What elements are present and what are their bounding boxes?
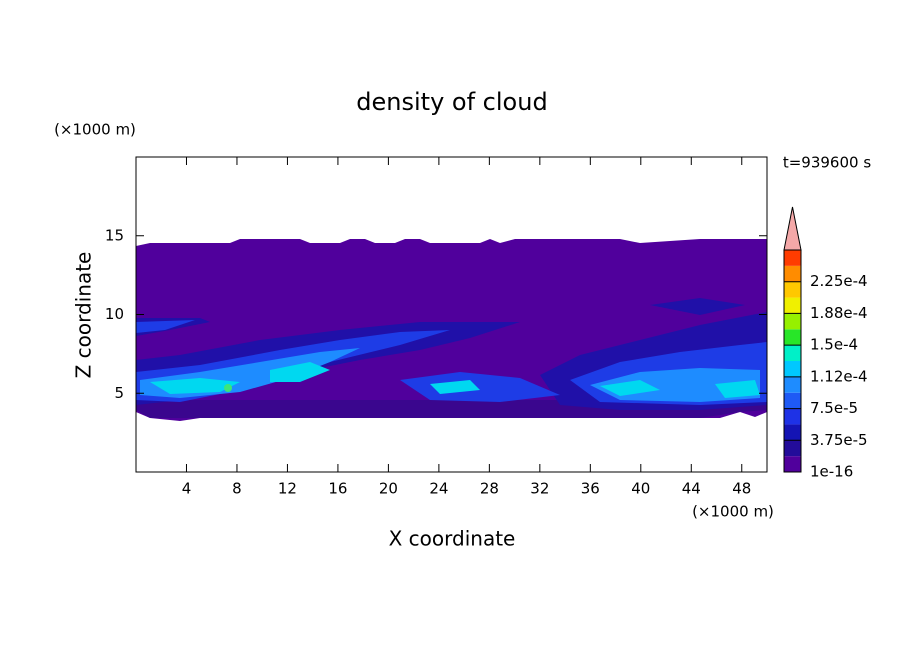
colorbar-band xyxy=(784,376,801,393)
colorbar-band xyxy=(784,440,801,457)
y-tick-label: 5 xyxy=(114,384,124,402)
y-tick-label: 10 xyxy=(105,305,124,323)
colorbar-band xyxy=(784,250,801,266)
contour-navy xyxy=(650,298,745,315)
x-tick-label: 44 xyxy=(682,480,701,498)
x-unit: (×1000 m) xyxy=(692,503,774,521)
colorbar-band xyxy=(784,297,801,314)
contour-cyan xyxy=(430,380,480,394)
contour-cyan xyxy=(715,380,760,398)
x-tick-label: 24 xyxy=(429,480,448,498)
y-unit: (×1000 m) xyxy=(54,121,136,139)
colorbar-label: 1.5e-4 xyxy=(810,336,858,354)
chart-title: density of cloud xyxy=(356,88,547,116)
x-tick-label: 48 xyxy=(732,480,751,498)
contour-cyan xyxy=(150,378,240,394)
colorbar-band xyxy=(784,313,801,330)
contour-green xyxy=(224,384,232,392)
colorbar-band xyxy=(784,361,801,377)
colorbar-label: 1.12e-4 xyxy=(810,367,868,385)
y-axis-label: Z coordinate xyxy=(72,252,96,379)
y-tick-label: 15 xyxy=(105,226,124,244)
x-tick-label: 28 xyxy=(480,480,499,498)
colorbar-band xyxy=(784,392,801,409)
colorbar-band xyxy=(784,281,801,298)
contour-blue xyxy=(136,320,195,333)
x-tick-label: 12 xyxy=(278,480,297,498)
colorbar-label: 2.25e-4 xyxy=(810,272,868,290)
contour-cyan xyxy=(270,362,330,382)
axes: 4 8 12 16 20 24 28 32 36 40 44 48510151e-163.75e-57… xyxy=(105,157,868,498)
colorbar-band xyxy=(784,345,801,361)
colorbar-label: 7.5e-5 xyxy=(810,399,858,417)
annotation: t=939600 s xyxy=(783,154,871,172)
x-axis-label: X coordinate xyxy=(389,527,516,551)
colorbar-band xyxy=(784,329,801,346)
colorbar-band xyxy=(784,408,801,425)
x-tick-label: 32 xyxy=(530,480,549,498)
contour-cyan xyxy=(600,380,660,396)
x-tick-label: 20 xyxy=(379,480,398,498)
x-tick-label: 16 xyxy=(328,480,347,498)
colorbar-band xyxy=(784,424,801,441)
colorbar-band xyxy=(784,456,801,472)
contour-field xyxy=(136,239,767,421)
x-tick-label: 4 xyxy=(182,480,192,498)
x-tick-label: 36 xyxy=(581,480,600,498)
contour-blue xyxy=(400,372,560,402)
colorbar-band xyxy=(784,265,801,282)
colorbar-label: 3.75e-5 xyxy=(810,431,868,449)
x-tick-label: 40 xyxy=(631,480,650,498)
colorbar-label: 1e-16 xyxy=(810,463,853,481)
colorbar-label: 1.88e-4 xyxy=(810,304,868,322)
x-tick-label: 8 xyxy=(232,480,242,498)
